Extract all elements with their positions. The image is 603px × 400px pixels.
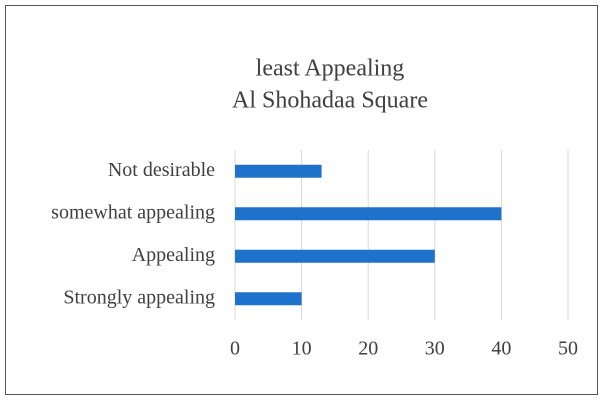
y-tick-label: somewhat appealing: [51, 201, 215, 223]
bar: [235, 207, 502, 221]
y-tick-label: Strongly appealing: [63, 286, 215, 308]
x-tick-label: 0: [230, 338, 240, 360]
y-tick-label: Not desirable: [108, 159, 215, 181]
x-tick-label: 50: [558, 338, 578, 360]
bar: [235, 164, 322, 178]
bar: [235, 249, 435, 263]
x-tick-label: 10: [292, 338, 312, 360]
bar: [235, 292, 302, 306]
x-tick-label: 40: [491, 338, 511, 360]
chart-title: least Appealing: [256, 56, 405, 82]
y-tick-label: Appealing: [132, 244, 215, 266]
x-tick-label: 20: [358, 338, 378, 360]
chart-subtitle: Al Shohadaa Square: [232, 88, 428, 114]
x-tick-label: 30: [425, 338, 445, 360]
